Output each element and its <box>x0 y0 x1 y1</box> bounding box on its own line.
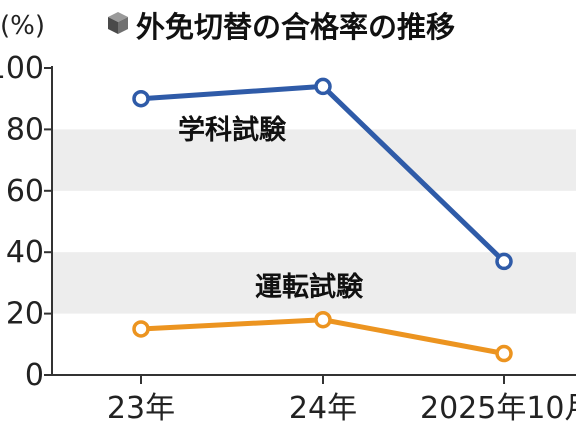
y-tick-label: 40 <box>6 235 44 270</box>
data-point <box>314 77 332 96</box>
y-tick-label: 60 <box>6 174 44 209</box>
y-tick-label: 80 <box>6 112 44 147</box>
y-ticks: 0 20 40 60 80 100 <box>0 51 52 393</box>
x-tick-label: 23年 <box>107 391 175 426</box>
grid-bands <box>52 129 576 314</box>
chart-title: 外免切替の合格率の推移 <box>136 10 455 44</box>
data-point <box>495 252 513 271</box>
x-ticks: 23年 24年 2025年10月 <box>107 375 576 426</box>
data-point <box>132 89 150 108</box>
grid-band <box>52 129 576 191</box>
x-tick-label: 2025年10月 <box>420 391 576 426</box>
y-tick-label: 100 <box>0 51 44 86</box>
y-tick-label: 20 <box>6 297 44 332</box>
x-tick-label: 24年 <box>289 391 357 426</box>
series-label: 学科試験 <box>178 114 287 146</box>
data-point <box>314 310 332 329</box>
grid-band <box>52 252 576 314</box>
y-tick-label: 0 <box>25 358 44 393</box>
axes <box>51 66 576 376</box>
unit-label: (%) <box>0 11 45 41</box>
series-label: 運転試験 <box>255 271 364 303</box>
data-point <box>132 320 150 338</box>
cube-icon <box>108 12 128 34</box>
data-point <box>495 344 513 363</box>
